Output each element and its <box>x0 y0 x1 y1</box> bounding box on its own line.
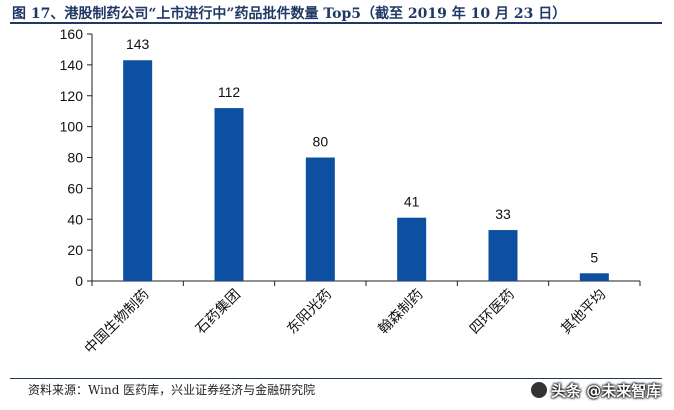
bar-value-label: 80 <box>313 134 329 150</box>
chart-title: 图 17、港股制药公司“上市进行中”药品批件数量 Top5（截至 2019 年 … <box>12 6 567 22</box>
source-rule <box>10 378 662 379</box>
bar-value-label: 143 <box>126 36 150 52</box>
bar <box>579 273 609 281</box>
watermark-text: 头条 @未来智库 <box>551 381 662 400</box>
title-rule <box>10 22 662 24</box>
toutiao-logo-icon <box>530 381 548 399</box>
bar <box>214 108 244 281</box>
y-tick-label: 120 <box>60 88 84 104</box>
x-category-label: 石药集团 <box>192 286 244 338</box>
y-axis: 0 20 40 60 80 100 120 140 160 <box>60 26 93 289</box>
x-category-label: 其他平均 <box>558 287 609 338</box>
y-tick-label: 40 <box>67 211 83 227</box>
y-tick-label: 60 <box>67 180 83 196</box>
y-tick-label: 160 <box>60 26 84 42</box>
data-labels: 143 112 80 41 33 5 <box>126 36 598 265</box>
bar <box>397 217 427 281</box>
bars <box>123 60 609 282</box>
x-category-label: 四环医药 <box>467 287 518 338</box>
y-tick-label: 100 <box>60 119 84 135</box>
bar-value-label: 112 <box>218 84 241 100</box>
x-axis: 中国生物制药 石药集团 东阳光药 翰森制药 四环医药 其他平均 <box>82 280 641 358</box>
x-category-label: 东阳光药 <box>284 287 335 338</box>
bar-chart: 0 20 40 60 80 100 120 140 160 中国生物制药 石药集团 东阳光药 翰森制药… <box>60 26 641 358</box>
x-category-label: 中国生物制药 <box>82 287 153 358</box>
watermark: 头条 @未来智库 <box>530 378 661 402</box>
source-note: 资料来源：Wind 医药库，兴业证券经济与金融研究院 <box>28 383 316 397</box>
x-category-label: 翰森制药 <box>376 287 427 338</box>
bar-value-label: 41 <box>404 194 420 210</box>
y-tick-label: 140 <box>60 57 84 73</box>
bar <box>488 230 518 281</box>
bar-value-label: 5 <box>590 249 598 265</box>
y-tick-label: 80 <box>67 150 83 166</box>
y-tick-label: 0 <box>75 273 83 289</box>
y-tick-label: 20 <box>67 242 83 258</box>
bar-value-label: 33 <box>495 206 511 222</box>
bar <box>123 60 153 282</box>
bar <box>305 157 335 281</box>
